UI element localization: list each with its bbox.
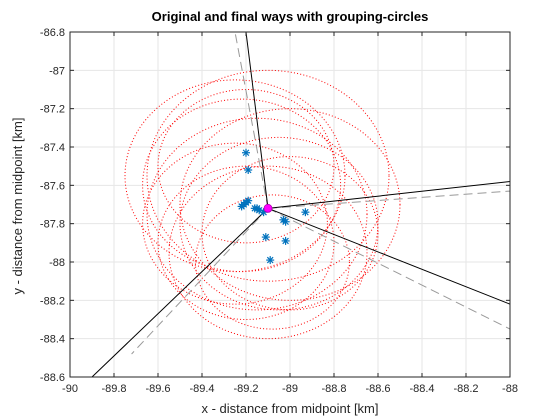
grouping-circle: [201, 156, 379, 311]
data-point: [261, 233, 270, 242]
x-tick-label: -88.2: [453, 383, 478, 395]
y-tick-label: -87.8: [40, 219, 65, 231]
x-axis-ticks: -90 -89.8 -89.6 -89.4 -89.2 -89 -88.8 -88.6 -88.…: [62, 32, 518, 395]
grouping-circle: [142, 142, 328, 305]
x-tick-label: -90: [62, 383, 78, 395]
data-point: [281, 236, 290, 245]
grouping-circle: [142, 98, 342, 273]
grouping-circle: [179, 108, 401, 301]
final-way: [267, 181, 510, 209]
data-point: [281, 217, 290, 226]
grouping-circle: [157, 165, 335, 320]
x-tick-label: -88.6: [365, 383, 390, 395]
midpoint-marker: [263, 203, 273, 213]
y-tick-label: -88.4: [40, 334, 65, 346]
y-tick-label: -88: [49, 257, 65, 269]
x-tick-label: -88.4: [409, 383, 434, 395]
x-axis-label: x - distance from midpoint [km]: [202, 401, 379, 416]
grouping-circle: [194, 194, 350, 330]
y-tick-label: -87.4: [40, 142, 65, 154]
y-tick-label: -87.6: [40, 180, 65, 192]
grouping-circle: [124, 79, 346, 273]
chart-title: Original and final ways with grouping-ci…: [152, 9, 429, 24]
final-way: [91, 207, 269, 377]
data-point: [242, 148, 250, 157]
original-way: [267, 190, 510, 209]
x-tick-label: -88.8: [321, 383, 346, 395]
data-point: [239, 200, 248, 209]
grouping-circle: [146, 117, 368, 311]
y-tick-label: -87.2: [40, 104, 65, 116]
original-way: [131, 207, 269, 355]
x-tick-label: -89: [282, 383, 298, 395]
final-way: [245, 32, 269, 209]
original-way: [234, 32, 269, 209]
y-tick-label: -88.2: [40, 295, 65, 307]
y-tick-label: -86.8: [40, 27, 65, 39]
x-tick-label: -88: [502, 383, 518, 395]
x-tick-label: -89.6: [145, 383, 170, 395]
data-point: [266, 256, 275, 265]
y-tick-label: -87: [49, 65, 65, 77]
x-tick-label: -89.2: [233, 383, 258, 395]
final-way: [267, 207, 510, 305]
x-tick-label: -89.8: [101, 383, 126, 395]
y-axis-ticks: -88.6 -88.4 -88.2 -88 -87.8 -87.6 -87.4 -87.2 -8…: [40, 27, 510, 384]
grouping-circle: [146, 69, 390, 282]
x-tick-label: -89.4: [189, 383, 214, 395]
y-tick-label: -88.6: [40, 372, 65, 384]
data-point: [244, 166, 253, 174]
y-axis-label: y - distance from midpoint [km]: [10, 118, 25, 295]
plot-content: [91, 32, 510, 377]
original-way: [267, 207, 510, 330]
data-point: [301, 208, 310, 217]
